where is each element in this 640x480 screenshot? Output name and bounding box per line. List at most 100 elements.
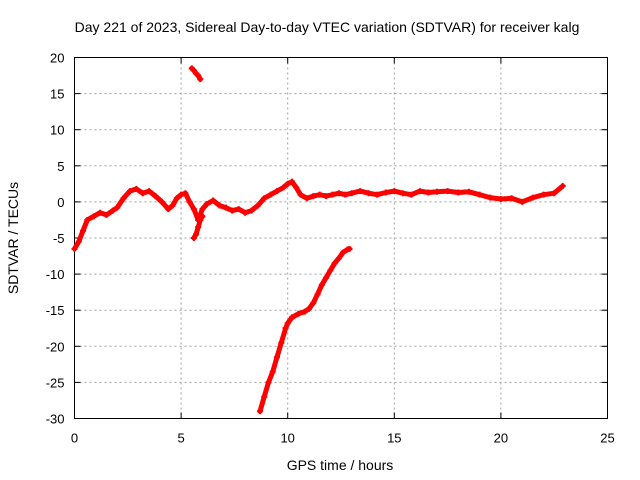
data-point bbox=[133, 185, 140, 192]
y-tick-label: -15 bbox=[46, 303, 65, 318]
data-point bbox=[261, 393, 268, 400]
data-point bbox=[165, 206, 172, 213]
data-point bbox=[301, 308, 308, 315]
y-tick-label: -20 bbox=[46, 339, 65, 354]
data-point bbox=[282, 325, 289, 332]
data-point bbox=[365, 190, 372, 197]
data-point bbox=[84, 216, 91, 223]
data-point bbox=[306, 305, 313, 312]
data-point bbox=[178, 191, 185, 198]
data-point bbox=[269, 368, 276, 375]
data-point bbox=[190, 235, 197, 241]
data-point bbox=[297, 191, 304, 198]
data-point bbox=[152, 193, 159, 200]
grid bbox=[74, 57, 608, 419]
data-point bbox=[408, 191, 415, 198]
data-point bbox=[284, 180, 291, 187]
data-point bbox=[75, 238, 82, 245]
data-point bbox=[114, 204, 121, 211]
data-point bbox=[216, 202, 223, 209]
data-point bbox=[399, 190, 406, 197]
data-point bbox=[374, 191, 381, 198]
data-point bbox=[242, 209, 249, 216]
data-point bbox=[416, 188, 423, 195]
data-point bbox=[559, 183, 566, 190]
data-point bbox=[487, 194, 494, 201]
data-point bbox=[222, 204, 229, 211]
data-point bbox=[190, 206, 197, 213]
data-point bbox=[508, 195, 515, 202]
data-point bbox=[318, 281, 325, 288]
data-point bbox=[267, 191, 274, 198]
data-point bbox=[288, 314, 295, 321]
data-point bbox=[519, 198, 526, 205]
data-point bbox=[497, 196, 504, 203]
y-tick-label: -30 bbox=[46, 412, 65, 427]
data-point bbox=[195, 224, 202, 231]
data-point bbox=[203, 201, 210, 208]
x-tick-label: 15 bbox=[387, 431, 401, 446]
data-point bbox=[139, 190, 146, 197]
data-point bbox=[261, 195, 268, 202]
data-point bbox=[158, 198, 165, 205]
data-point bbox=[182, 190, 189, 197]
data-point bbox=[195, 72, 202, 79]
data-point bbox=[288, 178, 295, 185]
data-point bbox=[90, 213, 97, 220]
data-point bbox=[284, 320, 291, 327]
data-point bbox=[197, 76, 204, 83]
data-point bbox=[186, 198, 193, 205]
series-secondary-dip bbox=[190, 213, 206, 241]
data-point bbox=[146, 188, 153, 195]
data-point bbox=[323, 193, 330, 200]
data-point bbox=[280, 184, 287, 191]
data-point bbox=[433, 188, 440, 195]
data-point bbox=[248, 207, 255, 214]
y-tick-label: 15 bbox=[50, 87, 64, 102]
data-point bbox=[274, 188, 281, 195]
data-point bbox=[382, 189, 389, 196]
data-point bbox=[199, 213, 206, 220]
series-line bbox=[257, 246, 352, 414]
data-point bbox=[310, 299, 317, 306]
data-point bbox=[425, 189, 432, 196]
data-point bbox=[173, 195, 180, 202]
data-point bbox=[120, 195, 127, 202]
y-tick-label: -5 bbox=[53, 231, 65, 246]
data-point bbox=[540, 191, 547, 198]
data-point bbox=[329, 191, 336, 198]
data-layer bbox=[71, 65, 566, 415]
y-tick-label: 10 bbox=[50, 123, 64, 138]
series-rising-arc bbox=[256, 245, 353, 415]
y-tick-label: -10 bbox=[46, 267, 65, 282]
series-short-arc-top bbox=[188, 65, 204, 83]
x-tick-label: 5 bbox=[177, 431, 184, 446]
data-point bbox=[476, 191, 483, 198]
data-point bbox=[335, 255, 342, 262]
data-point bbox=[235, 206, 242, 213]
data-point bbox=[199, 206, 206, 213]
data-point bbox=[193, 231, 200, 238]
data-point bbox=[327, 267, 334, 274]
data-point bbox=[455, 189, 462, 196]
x-tick-label: 25 bbox=[600, 431, 614, 446]
data-point bbox=[293, 184, 300, 191]
chart-title: Day 221 of 2023, Sidereal Day-to-day VTE… bbox=[75, 19, 580, 35]
y-tick-label: 0 bbox=[57, 195, 64, 210]
data-point bbox=[323, 274, 330, 281]
data-point bbox=[346, 245, 353, 252]
data-point bbox=[265, 379, 272, 386]
data-point bbox=[80, 227, 87, 234]
data-point bbox=[210, 197, 217, 204]
data-point bbox=[254, 202, 261, 209]
data-point bbox=[97, 209, 104, 216]
axis-ticks: 0 5 10 15 20 25 -30 -25 -20 -15 -10 -5 0 5 10 15 20 bbox=[46, 51, 615, 446]
data-point bbox=[335, 190, 342, 197]
data-point bbox=[331, 260, 338, 267]
data-point bbox=[103, 211, 110, 218]
data-point bbox=[278, 339, 285, 346]
data-point bbox=[126, 188, 133, 195]
x-tick-label: 20 bbox=[494, 431, 508, 446]
